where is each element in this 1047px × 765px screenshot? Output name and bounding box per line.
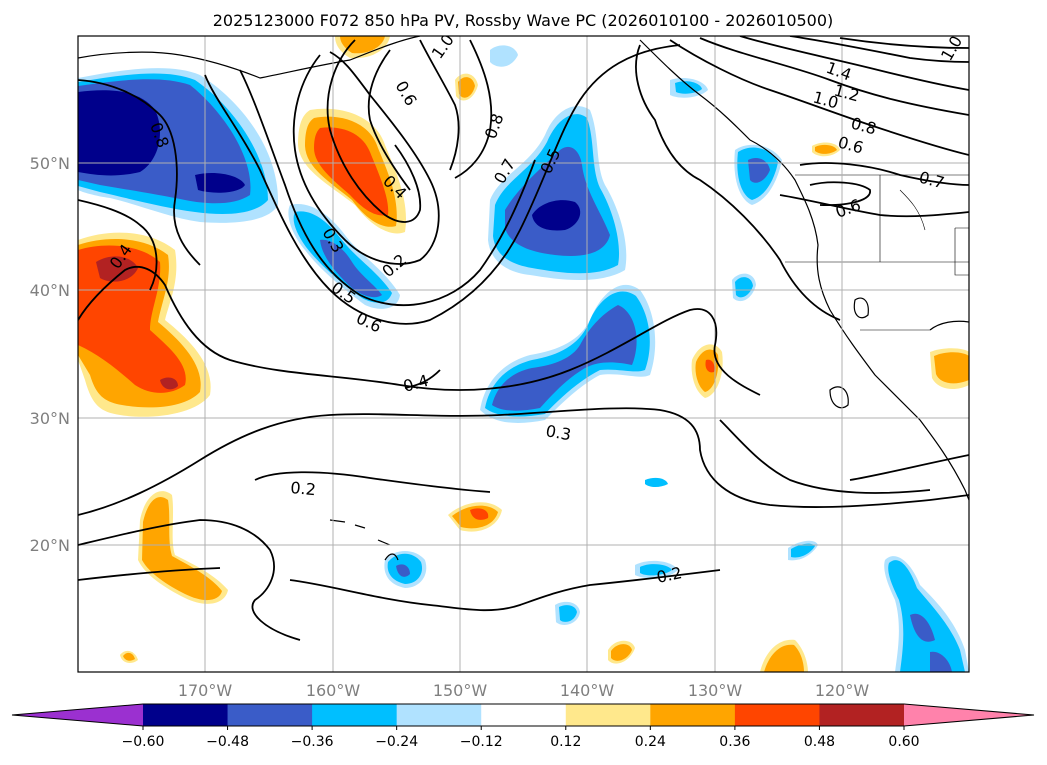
colorbar-segment xyxy=(481,704,567,726)
map-frame xyxy=(77,35,970,673)
colorbar-extend-high xyxy=(904,704,1034,726)
pv-anomaly-shading xyxy=(78,36,969,672)
colorbar-tick-label: 0.24 xyxy=(635,734,666,750)
colorbar-tick-label: 0.12 xyxy=(550,734,581,750)
contour-label: 0.3 xyxy=(544,421,572,444)
colorbar-segment xyxy=(565,704,651,726)
map-panel: 0.8 0.6 1.0 0.8 0.7 0.5 0.4 0.3 0.2 0.5 … xyxy=(77,35,970,673)
lon-label: 120°W xyxy=(815,681,870,700)
lon-label: 150°W xyxy=(433,681,488,700)
colorbar-tick-label: −0.48 xyxy=(206,734,249,750)
longitude-labels: 170°W 160°W 150°W 140°W 130°W 120°W xyxy=(178,681,870,700)
colorbar-segment xyxy=(650,704,736,726)
colorbar: −0.60 −0.48 −0.36 −0.24 −0.12 0.12 0.24 0.36 0.4… xyxy=(11,703,1035,750)
colorbar-tick-label: −0.60 xyxy=(122,734,165,750)
colorbar-tick-label: 0.60 xyxy=(888,734,919,750)
figure-title: 2025123000 F072 850 hPa PV, Rossby Wave … xyxy=(213,11,834,30)
contour-label: 0.2 xyxy=(290,478,317,499)
colorbar-segment xyxy=(227,704,313,726)
lat-label: 20°N xyxy=(30,536,70,555)
colorbar-tick-label: −0.36 xyxy=(291,734,334,750)
colorbar-tick-label: −0.12 xyxy=(460,734,503,750)
contour-label: 0.2 xyxy=(655,563,684,587)
colorbar-segment xyxy=(819,704,905,726)
colorbar-segment xyxy=(734,704,820,726)
lon-label: 160°W xyxy=(306,681,361,700)
colorbar-segment xyxy=(143,704,229,726)
colorbar-tick-label: 0.48 xyxy=(804,734,835,750)
lon-label: 170°W xyxy=(178,681,233,700)
borders xyxy=(785,174,969,331)
colorbar-tick-label: 0.36 xyxy=(719,734,750,750)
lat-label: 40°N xyxy=(30,281,70,300)
lon-label: 130°W xyxy=(688,681,743,700)
lon-label: 140°W xyxy=(560,681,615,700)
pv-contours xyxy=(78,36,969,641)
colorbar-tick-label: −0.24 xyxy=(375,734,418,750)
colorbar-segment xyxy=(312,704,398,726)
colorbar-segment xyxy=(396,704,482,726)
lat-label: 50°N xyxy=(30,154,70,173)
lat-label: 30°N xyxy=(30,409,70,428)
latitude-labels: 50°N 40°N 30°N 20°N xyxy=(30,154,70,555)
colorbar-extend-low xyxy=(12,704,143,726)
